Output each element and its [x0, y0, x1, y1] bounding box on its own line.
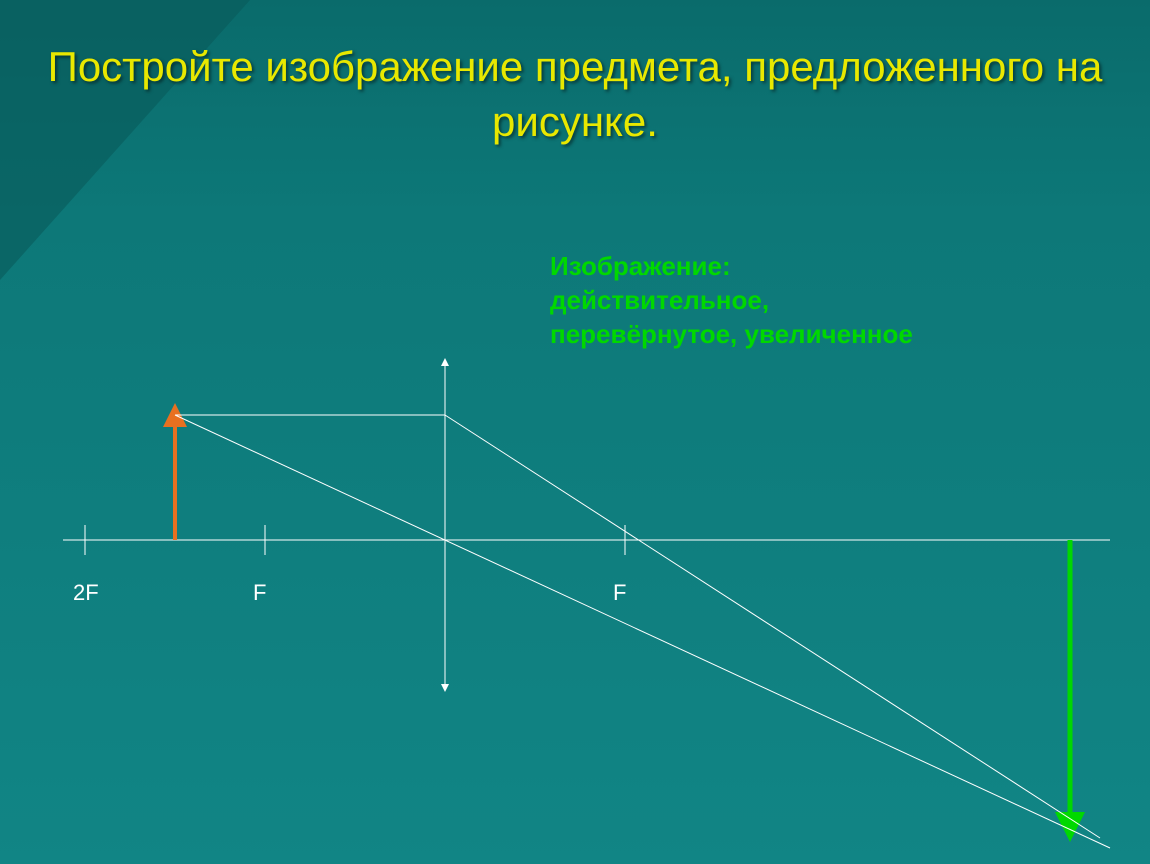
ray-parallel-segment2 [445, 415, 1100, 838]
ray-through-center [175, 415, 1110, 848]
label-minus-2f: 2F [73, 580, 99, 606]
label-plus-f: F [613, 580, 626, 606]
label-minus-f: F [253, 580, 266, 606]
optics-diagram [0, 0, 1150, 864]
